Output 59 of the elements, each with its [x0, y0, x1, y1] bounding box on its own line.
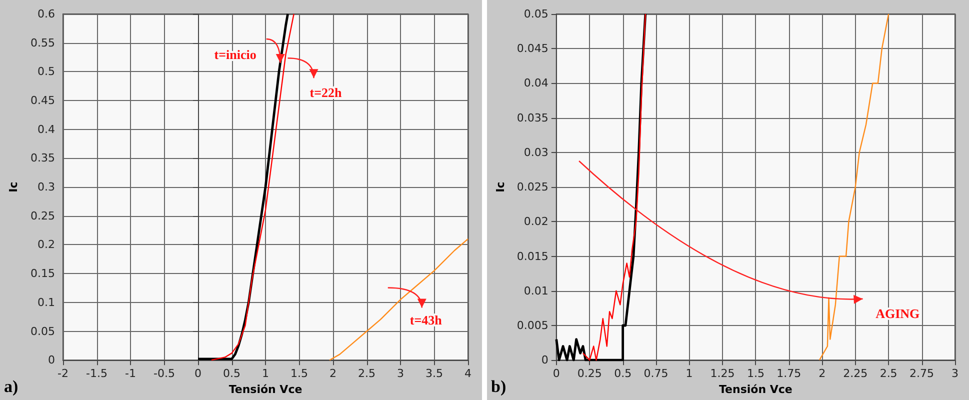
x-axis-title: Tensión Vce	[228, 383, 302, 396]
x-tick-label: 2	[818, 367, 826, 380]
x-tick-label: -2	[58, 367, 68, 380]
y-tick-label: 0.015	[516, 250, 548, 263]
x-tick-label: 0	[552, 367, 560, 380]
y-tick-label: 0.045	[516, 42, 548, 56]
y-tick-label: 0.02	[524, 215, 548, 228]
line-series	[210, 13, 294, 361]
y-tick-label: 0.035	[516, 111, 548, 124]
line-series	[582, 13, 646, 361]
y-tick-label: 0.35	[30, 152, 55, 165]
y-tick-label: 0.05	[524, 8, 548, 20]
x-tick-label: 2.5	[880, 367, 898, 380]
x-tick-label: -0.5	[154, 367, 175, 380]
x-tick-label: 2.25	[843, 367, 868, 380]
y-tick-label: 0.15	[30, 267, 55, 280]
x-tick-label: 1.75	[776, 367, 802, 380]
x-tick-label: -1	[125, 367, 136, 380]
x-tick-label: 2.75	[910, 367, 934, 380]
line-series	[329, 238, 469, 361]
y-tick-label: 0.05	[30, 324, 55, 338]
x-tick-label: 0	[194, 367, 202, 380]
x-tick-label: 4	[464, 367, 472, 380]
y-tick-label: 0.04	[524, 76, 548, 90]
x-tick-label: 1.5	[746, 367, 764, 380]
y-tick-label: 0.25	[30, 209, 55, 222]
y-tick-label: 0.1	[38, 296, 55, 309]
y-tick-label: 0.55	[30, 36, 55, 50]
x-tick-label: 2.5	[358, 367, 376, 380]
y-tick-label: 0.025	[516, 180, 548, 194]
x-tick-label: 1	[686, 367, 693, 380]
x-tick-label: 2	[330, 367, 336, 380]
y-tick-label: 0.5	[38, 65, 55, 78]
x-tick-label: 1.5	[290, 367, 308, 380]
y-tick-label: 0	[541, 354, 548, 367]
y-tick-label: 0	[48, 354, 55, 367]
x-tick-label: 0.5	[223, 367, 240, 380]
y-tick-label: 0.6	[38, 8, 55, 20]
x-axis-title: Tensión Vce	[719, 383, 792, 396]
x-tick-label: 3	[952, 367, 958, 380]
x-tick-label: 0.75	[644, 367, 668, 380]
x-tick-label: 1	[262, 367, 269, 380]
x-tick-label: -1.5	[86, 367, 108, 380]
x-tick-label: 0.5	[614, 367, 632, 380]
y-tick-label: 0.2	[38, 238, 55, 252]
text: a)	[4, 376, 18, 396]
y-tick-label: 0.3	[38, 180, 55, 194]
y-axis-title: Ic	[494, 182, 507, 192]
y-axis-title: Ic	[7, 182, 20, 192]
y-tick-label: 0.45	[30, 94, 55, 108]
y-tick-label: 0.005	[516, 318, 548, 332]
text: b)	[491, 376, 506, 396]
x-tick-label: 1.25	[710, 367, 735, 380]
y-tick-label: 0.03	[524, 146, 548, 159]
x-tick-label: 3.5	[426, 367, 443, 380]
y-tick-label: 0.01	[524, 284, 548, 298]
x-tick-label: 3	[397, 367, 404, 380]
y-tick-label: 0.4	[38, 122, 55, 136]
x-tick-label: 0.25	[577, 367, 602, 380]
